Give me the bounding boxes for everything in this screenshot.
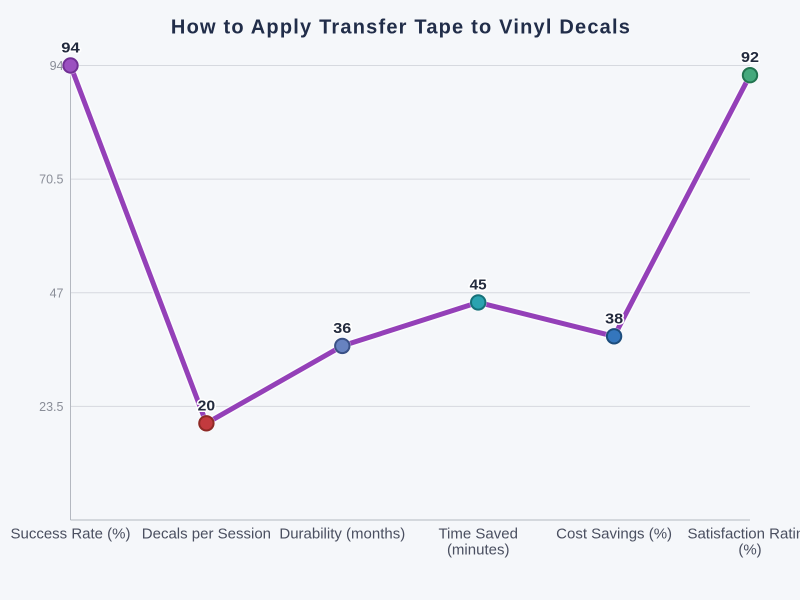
svg-text:38: 38 — [605, 311, 623, 327]
svg-text:20: 20 — [198, 398, 216, 414]
svg-text:Time Saved: Time Saved — [438, 526, 517, 543]
svg-text:(minutes): (minutes) — [447, 541, 510, 558]
svg-text:70.5: 70.5 — [39, 173, 63, 187]
svg-text:Decals per Session: Decals per Session — [142, 526, 271, 543]
svg-text:45: 45 — [470, 277, 487, 293]
svg-text:Durability (months): Durability (months) — [279, 526, 405, 543]
svg-text:36: 36 — [333, 321, 351, 337]
svg-text:47: 47 — [50, 286, 64, 300]
svg-text:94: 94 — [50, 59, 64, 73]
svg-text:94: 94 — [61, 41, 80, 57]
svg-text:92: 92 — [741, 50, 759, 66]
svg-text:(%): (%) — [738, 541, 761, 558]
svg-text:Success Rate (%): Success Rate (%) — [10, 526, 130, 543]
svg-text:Cost Savings (%): Cost Savings (%) — [556, 526, 672, 543]
svg-text:23.5: 23.5 — [39, 400, 63, 414]
svg-text:How to Apply Transfer Tape to: How to Apply Transfer Tape to Vinyl Deca… — [171, 17, 631, 39]
svg-text:Satisfaction Rating: Satisfaction Rating — [687, 526, 800, 543]
